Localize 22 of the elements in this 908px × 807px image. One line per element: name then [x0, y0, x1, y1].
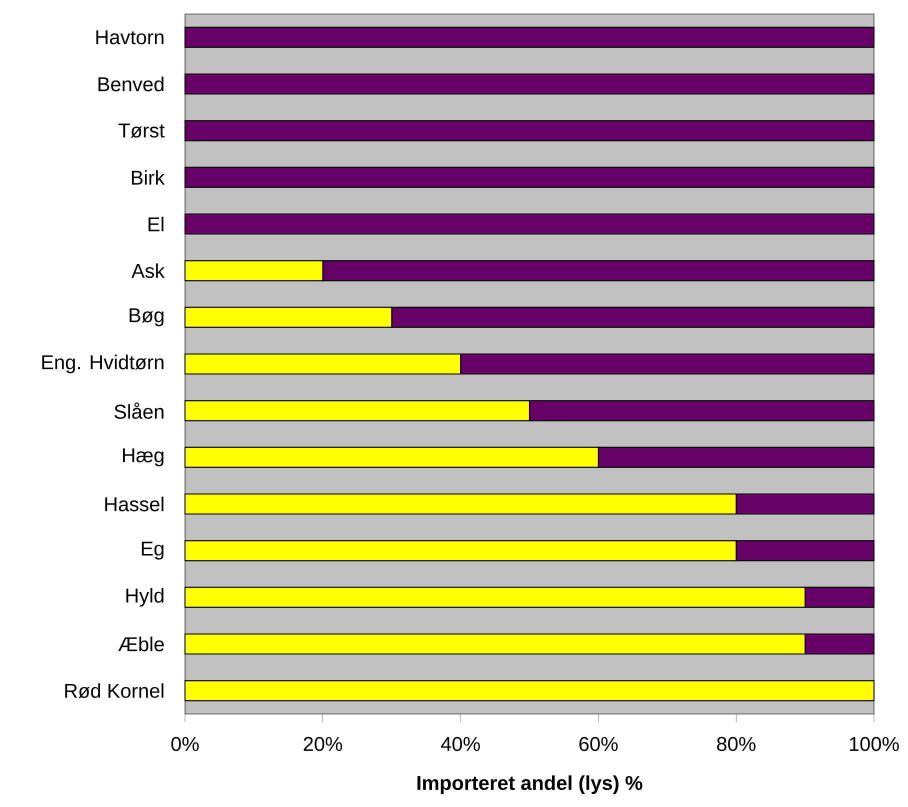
y-tick-label: Eg [142, 542, 164, 560]
y-tick-label: Hassel [105, 496, 164, 512]
y-tick-label: Birk [132, 170, 165, 185]
x-axis-title: Importeret andel (lys) % [417, 775, 642, 794]
x-tick-label: 80% [717, 736, 756, 752]
y-tick-label: Hæg [123, 448, 164, 466]
x-tick-label: 40% [441, 736, 480, 752]
x-tick-label: 60% [579, 736, 618, 752]
x-tick-label: 0% [171, 736, 199, 752]
y-tick-label: Hyld [126, 588, 164, 607]
y-tick-label: Tørst [118, 124, 165, 138]
y-tick-label: Bøg [130, 308, 164, 326]
y-tick-label: Havtorn [96, 30, 164, 44]
x-tick-label: 20% [304, 736, 342, 752]
y-tick-label: Slåen [114, 402, 164, 419]
y-tick-label: El [148, 216, 164, 232]
y-tick-label: Benved [98, 76, 164, 92]
y-tick-label: Rød Kornel [65, 683, 164, 698]
y-tick-label: Ask [131, 263, 165, 278]
y-tick-label: Eng. Hvidtørn [42, 354, 164, 374]
y-tick-label: Æble [118, 636, 164, 652]
x-tick-label: 100% [850, 736, 899, 752]
